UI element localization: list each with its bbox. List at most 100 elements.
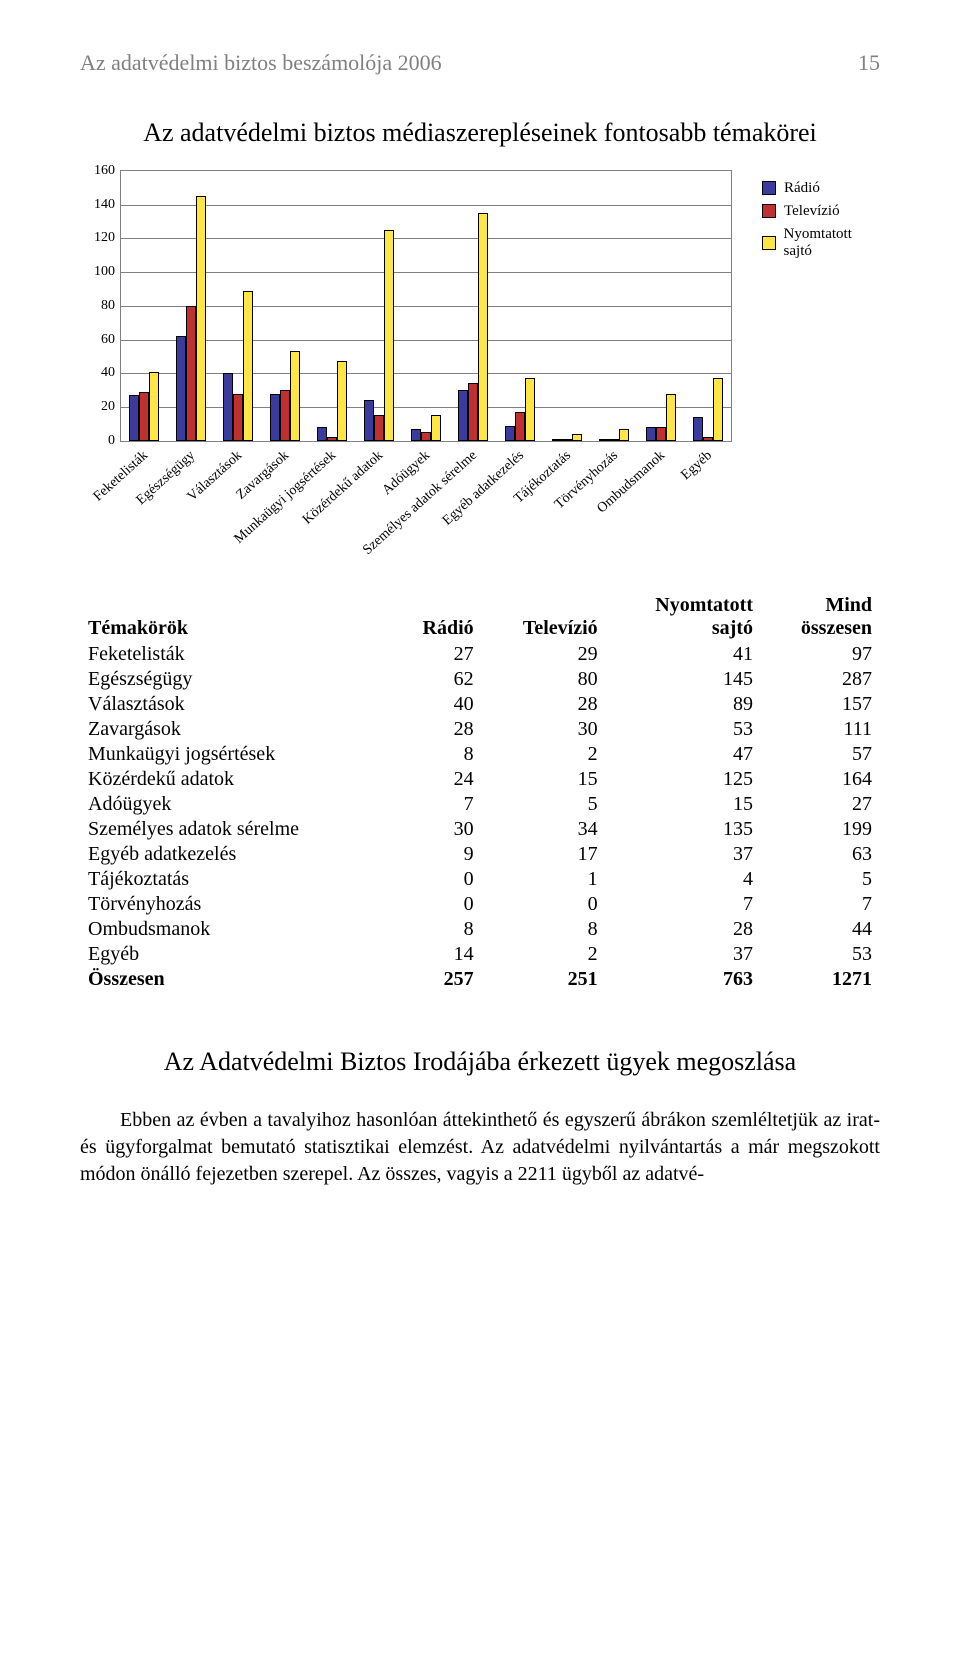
table-cell: 97 — [761, 642, 880, 667]
table-cell: 37 — [606, 842, 761, 867]
y-tick-label: 80 — [81, 298, 115, 314]
table-cell: 257 — [390, 967, 482, 992]
bar — [384, 230, 394, 441]
table-cell: 53 — [761, 942, 880, 967]
table-cell: 57 — [761, 742, 880, 767]
legend-item: Rádió — [762, 180, 880, 197]
table-cell: Egyéb — [80, 942, 390, 967]
bar — [599, 439, 609, 441]
table-cell: 145 — [606, 667, 761, 692]
table-cell: 9 — [390, 842, 482, 867]
legend-label: Televízió — [784, 203, 840, 220]
bar — [270, 394, 280, 441]
table-row: Közérdekű adatok2415125164 — [80, 767, 880, 792]
table-cell: 1 — [482, 867, 606, 892]
table-cell: 15 — [606, 792, 761, 817]
bar-group — [637, 171, 684, 441]
table-cell: Zavargások — [80, 717, 390, 742]
bar — [468, 383, 478, 440]
y-tick-label: 140 — [81, 197, 115, 213]
legend-item: Televízió — [762, 203, 880, 220]
bar — [176, 336, 186, 441]
bar — [562, 439, 572, 441]
table-cell: 0 — [482, 892, 606, 917]
table-cell: 164 — [761, 767, 880, 792]
table-cell: 28 — [390, 717, 482, 742]
bar — [478, 213, 488, 441]
y-tick-label: 160 — [81, 163, 115, 179]
table-cell: 14 — [390, 942, 482, 967]
bar — [337, 361, 347, 440]
table-header-cell: Televízió — [482, 592, 606, 642]
table-cell: 5 — [482, 792, 606, 817]
table-row: Adóügyek751527 — [80, 792, 880, 817]
bar — [505, 426, 515, 441]
table-cell: 4 — [606, 867, 761, 892]
table-cell: 763 — [606, 967, 761, 992]
table-cell: 17 — [482, 842, 606, 867]
table-cell: Munkaügyi jogsértések — [80, 742, 390, 767]
bar-group — [356, 171, 403, 441]
bar — [431, 415, 441, 440]
bar — [515, 412, 525, 441]
table-cell: 5 — [761, 867, 880, 892]
table-cell: 27 — [390, 642, 482, 667]
table-header-cell: Mindösszesen — [761, 592, 880, 642]
table-cell: 8 — [390, 742, 482, 767]
table-cell: Választások — [80, 692, 390, 717]
table-cell: 29 — [482, 642, 606, 667]
y-tick-label: 20 — [81, 399, 115, 415]
table-total-row: Összesen2572517631271 — [80, 967, 880, 992]
bar — [374, 415, 384, 440]
bar — [129, 395, 139, 441]
table-cell: 2 — [482, 742, 606, 767]
table-cell: Törvényhozás — [80, 892, 390, 917]
table-cell: 44 — [761, 917, 880, 942]
bar — [458, 390, 468, 441]
bar — [223, 373, 233, 441]
bar-group — [449, 171, 496, 441]
y-tick-label: 60 — [81, 332, 115, 348]
table-cell: 111 — [761, 717, 880, 742]
table-cell: 7 — [606, 892, 761, 917]
bar-group — [121, 171, 168, 441]
legend-swatch — [762, 204, 776, 218]
table-row: Feketelisták27294197 — [80, 642, 880, 667]
bar — [646, 427, 656, 441]
bar — [572, 434, 582, 441]
table-cell: 199 — [761, 817, 880, 842]
table-header-row: TémakörökRádióTelevízióNyomtatottsajtóMi… — [80, 592, 880, 642]
table-cell: 41 — [606, 642, 761, 667]
table-cell: 7 — [761, 892, 880, 917]
table-cell: 30 — [390, 817, 482, 842]
table-cell: 0 — [390, 867, 482, 892]
bar-group — [215, 171, 262, 441]
table-cell: 15 — [482, 767, 606, 792]
table-row: Választások402889157 — [80, 692, 880, 717]
table-header-cell: Témakörök — [80, 592, 390, 642]
bar-group — [262, 171, 309, 441]
bar — [364, 400, 374, 441]
bar — [317, 427, 327, 441]
table-cell: 135 — [606, 817, 761, 842]
bar — [327, 437, 337, 440]
bar-group — [496, 171, 543, 441]
bar — [609, 439, 619, 441]
legend-label: Nyomtatott sajtó — [784, 226, 880, 260]
table-cell: 89 — [606, 692, 761, 717]
table-cell: 24 — [390, 767, 482, 792]
table-row: Tájékoztatás0145 — [80, 867, 880, 892]
table-cell: 53 — [606, 717, 761, 742]
table-cell: 2 — [482, 942, 606, 967]
table-row: Törvényhozás0077 — [80, 892, 880, 917]
bar — [703, 437, 713, 440]
legend-label: Rádió — [784, 180, 820, 197]
bar-group — [309, 171, 356, 441]
table-cell: 287 — [761, 667, 880, 692]
table-cell: 8 — [482, 917, 606, 942]
chart-title: Az adatvédelmi biztos médiaszerepléseine… — [80, 116, 880, 150]
table-cell: 47 — [606, 742, 761, 767]
bar — [290, 351, 300, 440]
running-header: Az adatvédelmi biztos beszámolója 2006 1… — [80, 50, 880, 76]
table-cell: 28 — [606, 917, 761, 942]
